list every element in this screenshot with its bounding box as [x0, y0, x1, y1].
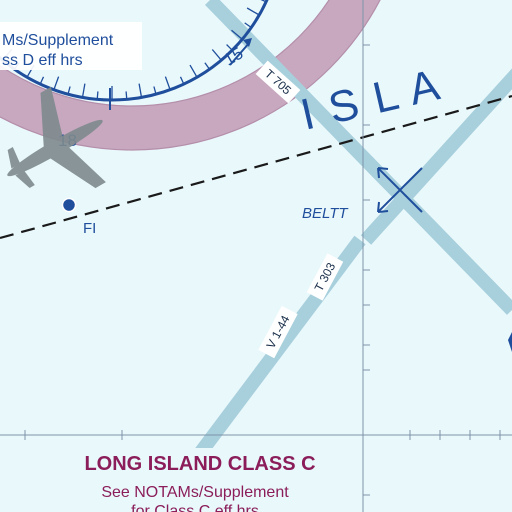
class-c-ring-outer-edge	[0, 0, 381, 151]
class-d-boundary-line	[0, 94, 512, 240]
compass-rose-tick	[53, 76, 60, 90]
compass-rose-arrow-15	[229, 41, 251, 66]
compass-rose-tick	[81, 83, 86, 98]
class-c-label-bg	[68, 448, 332, 512]
compass-rose-tick	[226, 44, 233, 51]
fix-name: BELTT	[302, 205, 349, 222]
compass-rose-tick	[96, 91, 99, 100]
edge-feature-mark	[508, 332, 512, 352]
compass-rose-tick	[39, 76, 45, 85]
compass-rose-tick	[246, 7, 260, 16]
airplane-icon	[7, 86, 106, 189]
airport-dot-icon	[61, 197, 77, 213]
compass-rose-tick	[164, 76, 171, 90]
compass-rose-tick	[67, 86, 71, 95]
fix-cross-icon	[377, 167, 423, 213]
airway-ne-band	[360, 68, 512, 245]
airway-t705-band	[204, 0, 512, 315]
compass-rose-tick	[179, 76, 185, 85]
compass-rose-tick	[138, 83, 143, 98]
airport-code: FI	[83, 220, 96, 237]
compass-rose-tick	[189, 64, 198, 78]
airway-t705-label: T 705	[255, 60, 301, 104]
compass-rose-tick	[231, 29, 243, 40]
class-c-ring-inner-edge	[0, 0, 330, 107]
grid-ticks	[24, 44, 501, 496]
class-c-notice-line1: See NOTAMs/Supplement	[101, 484, 289, 501]
class-c-title: LONG ISLAND CLASS C	[84, 453, 315, 475]
compass-rose-tick	[153, 86, 157, 95]
class-c-ring	[0, 0, 380, 150]
compass-rose-tick	[204, 62, 211, 70]
compass-rose-tick	[244, 22, 252, 29]
compass-rose-tick	[260, 0, 267, 3]
compass-rose-tick	[125, 91, 128, 100]
class-c-notice-line2: for Class C eff hrs	[131, 503, 259, 512]
class-d-notice-line1: Ms/Supplement	[2, 32, 114, 49]
compass-rose-tick	[211, 49, 222, 61]
class-d-notice-line2: ss D eff hrs	[2, 52, 83, 69]
class-d-notice-box	[0, 22, 142, 70]
compass-rose-arrow-head-15	[243, 38, 252, 47]
